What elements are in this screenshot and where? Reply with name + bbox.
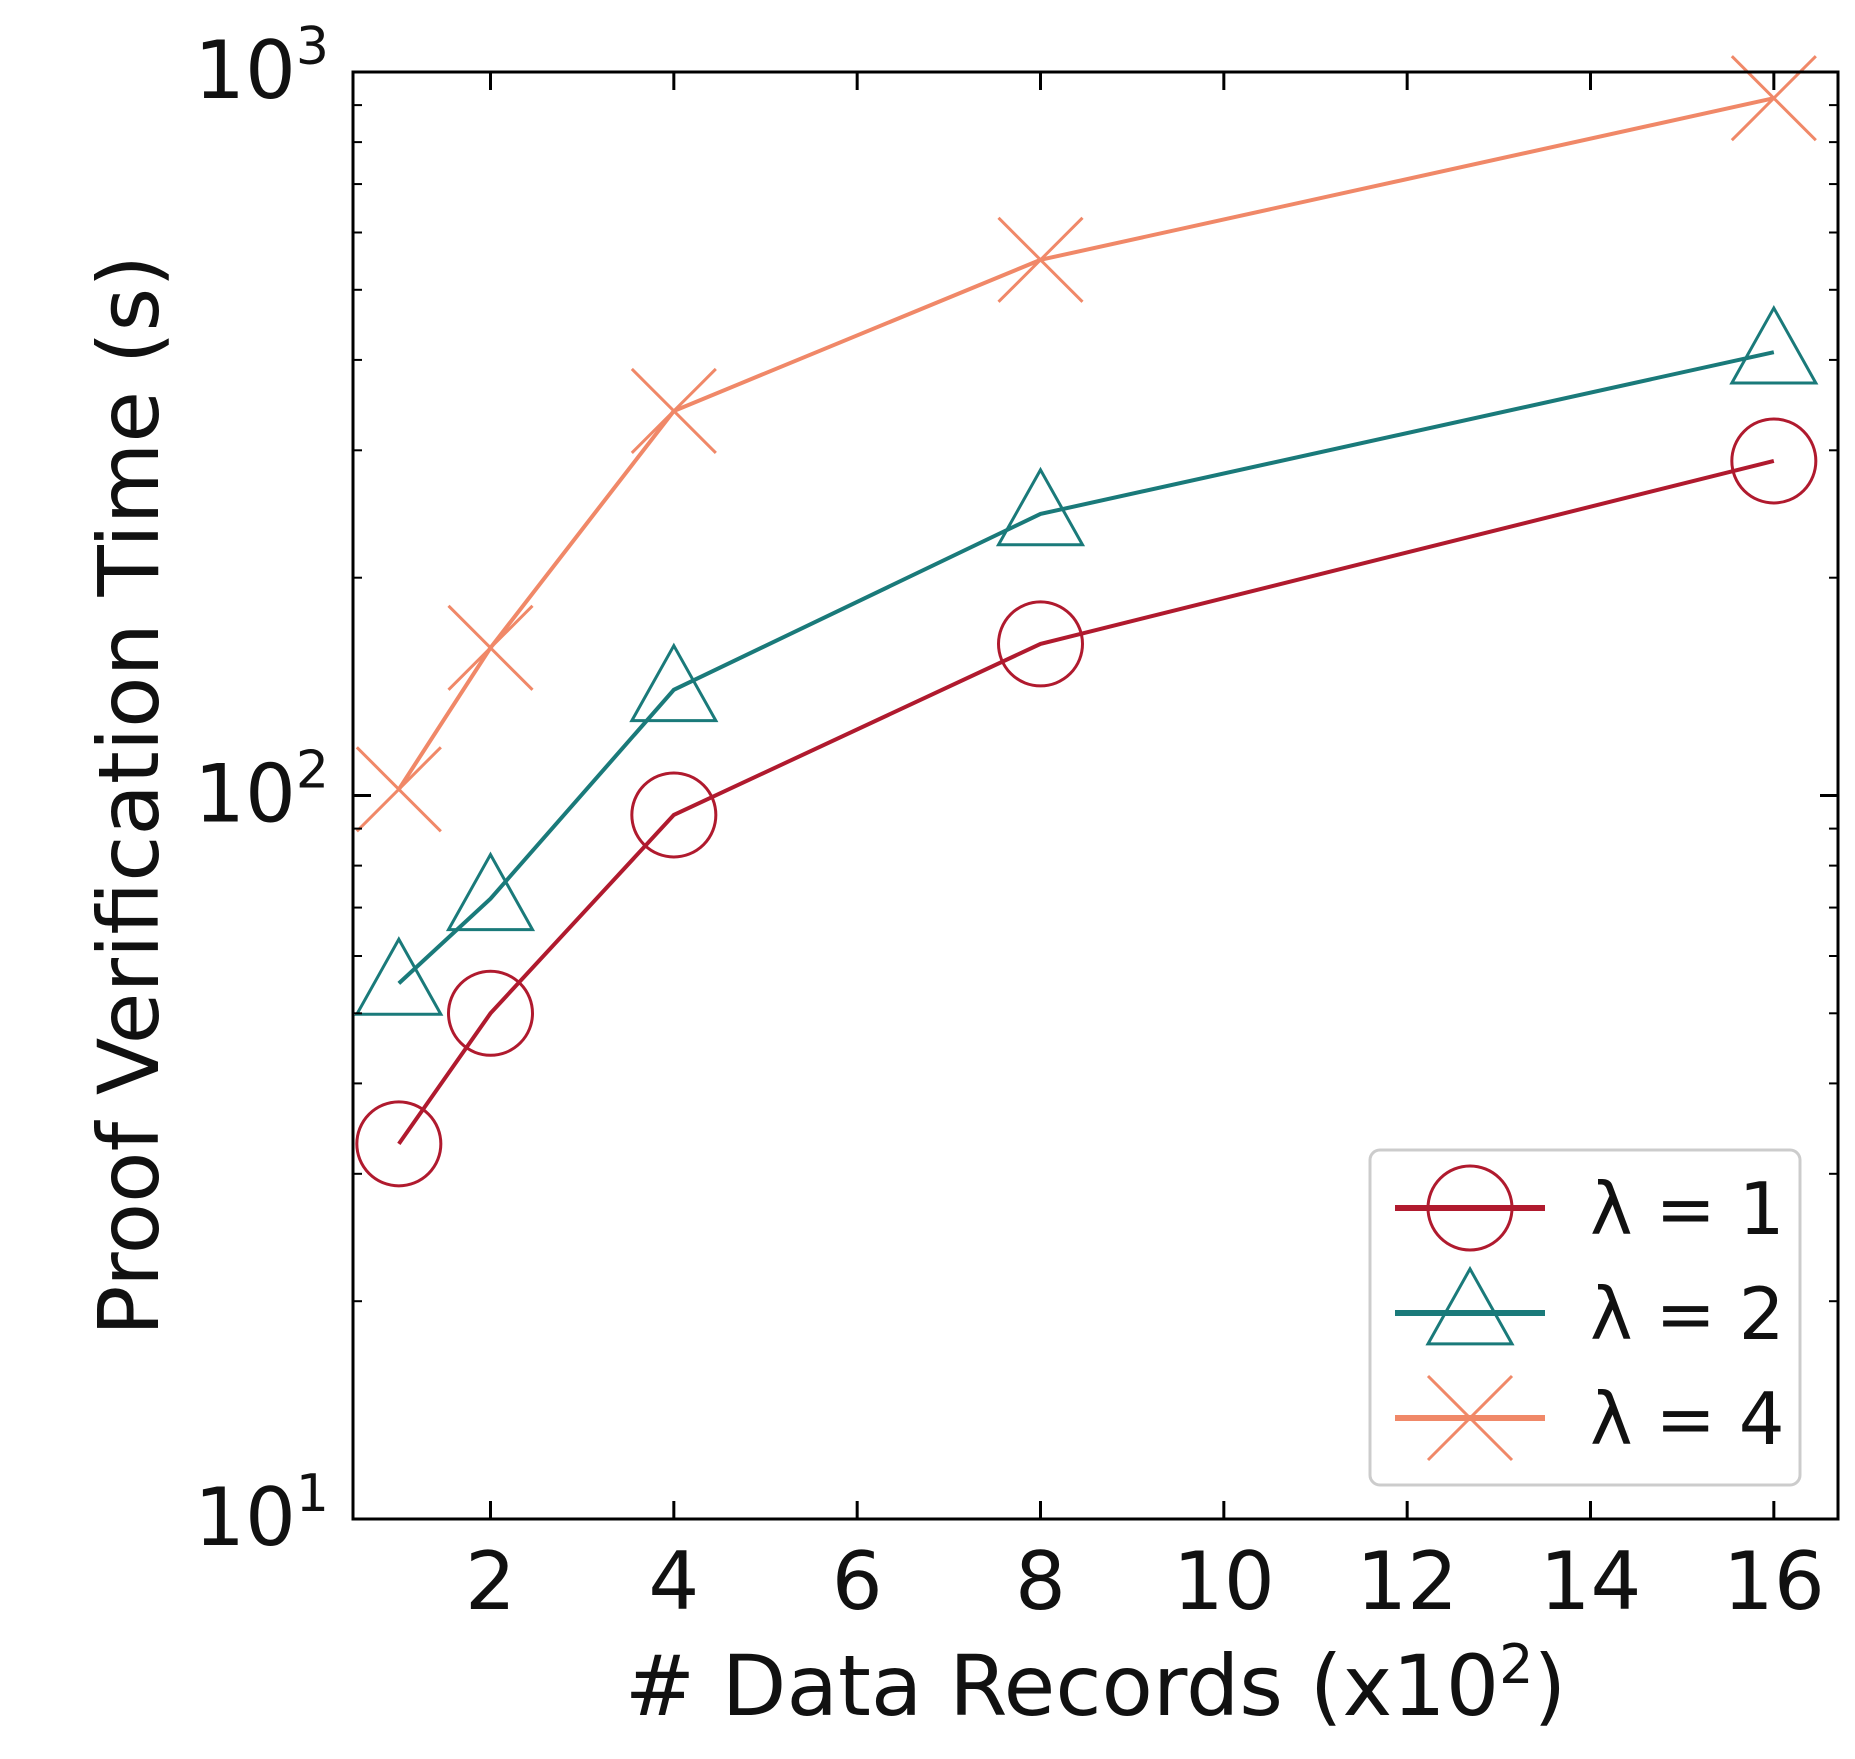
- x-tick-label: 10: [1173, 1535, 1275, 1628]
- data-point: [630, 367, 717, 455]
- legend-label: λ = 4: [1590, 1377, 1785, 1461]
- legend-label: λ = 2: [1590, 1272, 1785, 1356]
- data-point: [630, 771, 718, 859]
- y-tick-label: 101: [194, 1464, 329, 1564]
- data-point: [355, 1100, 443, 1188]
- data-point: [997, 600, 1084, 688]
- data-point: [445, 851, 536, 932]
- x-tick-label: 16: [1723, 1535, 1825, 1628]
- legend-entry: λ = 2: [1395, 1265, 1785, 1356]
- x-tick-label: 12: [1356, 1535, 1458, 1628]
- legend-marker: [1425, 1265, 1515, 1346]
- series-lambda-2: [354, 304, 1819, 1016]
- series-line: [397, 459, 1775, 1146]
- x-tick-label: 6: [832, 1535, 883, 1628]
- x-axis-title: # Data Records (x102): [625, 1633, 1567, 1735]
- series-lambda-4: [355, 55, 1817, 833]
- x-tick-label: 2: [465, 1535, 516, 1628]
- legend-marker: [1426, 1374, 1514, 1462]
- data-point: [354, 936, 444, 1016]
- data-point: [447, 604, 534, 691]
- series-line: [397, 350, 1775, 985]
- data-point: [997, 216, 1084, 303]
- series-lambda-1: [355, 417, 1818, 1188]
- legend-entry: λ = 1: [1395, 1164, 1785, 1252]
- data-point: [995, 466, 1086, 547]
- data-point: [447, 969, 534, 1057]
- legend-box: [1368, 1148, 1802, 1487]
- series-line: [397, 96, 1775, 791]
- legend: λ = 1 λ = 2 λ = 4: [1368, 1148, 1802, 1487]
- data-point: [1730, 417, 1818, 505]
- ticks-layer: [353, 70, 1838, 1521]
- series-layer: [354, 55, 1819, 1188]
- legend-label: λ = 1: [1590, 1167, 1785, 1251]
- data-point: [629, 642, 719, 723]
- legend-entry: λ = 4: [1395, 1374, 1785, 1462]
- data-point: [1730, 55, 1817, 142]
- data-point: [355, 746, 442, 833]
- y-tick-label: 103: [194, 17, 329, 117]
- x-tick-label: 4: [648, 1535, 699, 1628]
- tick-labels: 2 4 6 8 10 12 14 16 101 102 103: [194, 17, 1825, 1628]
- y-tick-label: 102: [194, 741, 329, 841]
- x-tick-label: 8: [1015, 1535, 1066, 1628]
- y-axis-title: Proof Verification Time (s): [80, 255, 178, 1336]
- x-tick-label: 14: [1540, 1535, 1642, 1628]
- legend-marker: [1426, 1164, 1514, 1252]
- data-point: [1729, 304, 1819, 385]
